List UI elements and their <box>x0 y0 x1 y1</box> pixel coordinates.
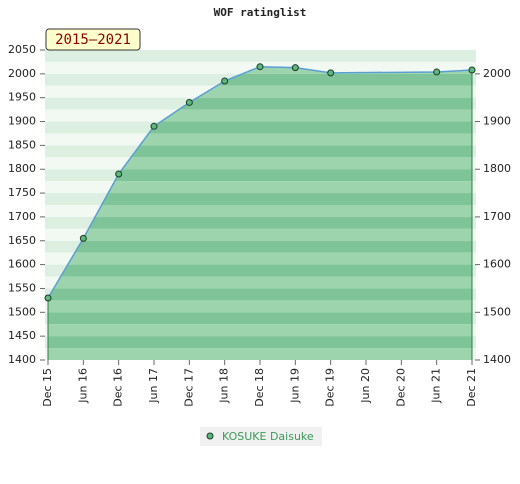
stripe <box>48 157 472 170</box>
stripe <box>48 264 472 277</box>
y2-tick-label: 2000 <box>483 67 511 80</box>
stripe <box>48 348 472 360</box>
y-tick-label: 1400 <box>8 353 36 366</box>
x-tick-label: Dec 15 <box>41 368 54 407</box>
x-tick-label: Dec 16 <box>112 368 125 407</box>
x-tick-label: Dec 20 <box>394 368 407 407</box>
data-point <box>44 294 52 302</box>
y-tick-label: 1850 <box>8 138 36 151</box>
y-tick-label: 2000 <box>8 67 36 80</box>
legend-box <box>200 427 322 446</box>
y-tick-label: 1800 <box>8 162 36 175</box>
stripe <box>48 121 472 134</box>
x-tick-label: Dec 17 <box>182 368 195 407</box>
stripe <box>48 300 472 313</box>
stripe <box>48 145 472 158</box>
area-stripes <box>48 66 472 360</box>
data-point <box>433 68 441 76</box>
y-tick-label: 1700 <box>8 210 36 223</box>
data-point <box>221 77 229 85</box>
y2-tick-label: 1500 <box>483 305 511 318</box>
stripe <box>48 181 472 194</box>
y2-tick-label: 1400 <box>483 353 511 366</box>
data-point <box>291 64 299 72</box>
data-point <box>79 234 87 242</box>
stripe <box>48 109 472 122</box>
stripe <box>48 66 472 74</box>
x-tick-label: Dec 18 <box>253 368 266 407</box>
data-point <box>185 98 193 106</box>
x-tick-label: Dec 21 <box>465 368 478 407</box>
x-tick-label: Jun 21 <box>430 368 443 404</box>
stripe <box>48 85 472 98</box>
stripe <box>48 240 472 253</box>
stripe <box>48 336 472 349</box>
stripe <box>48 324 472 337</box>
legend-label: KOSUKE Daisuke <box>222 430 314 443</box>
stripe <box>48 312 472 325</box>
x-tick-label: Jun 16 <box>76 368 89 404</box>
stripe <box>45 50 476 62</box>
stripe <box>48 288 472 301</box>
chart-title: WOF ratinglist <box>214 6 307 19</box>
x-tick-label: Dec 19 <box>324 368 337 407</box>
y-tick-label: 1500 <box>8 305 36 318</box>
y2-tick-label: 1800 <box>483 162 511 175</box>
y-tick-label: 1650 <box>8 234 36 247</box>
stripe <box>48 133 472 146</box>
plot-background <box>45 50 476 360</box>
stripe <box>48 169 472 182</box>
y-tick-label: 1950 <box>8 91 36 104</box>
y-tick-label: 1750 <box>8 186 36 199</box>
y2-tick-label: 1700 <box>483 210 511 223</box>
annotation: 2015–2021 <box>55 32 131 48</box>
data-point <box>115 170 123 178</box>
stripe <box>48 228 472 241</box>
data-point <box>327 69 335 77</box>
stripe <box>48 252 472 265</box>
y-tick-label: 1450 <box>8 329 36 342</box>
y2-tick-label: 1600 <box>483 258 511 271</box>
stripe <box>48 216 472 229</box>
stripe <box>48 205 472 217</box>
x-tick-label: Jun 17 <box>147 368 160 404</box>
stripe <box>48 276 472 289</box>
y-tick-label: 2050 <box>8 43 36 56</box>
legend-marker <box>206 432 214 440</box>
y-tick-label: 1900 <box>8 115 36 128</box>
data-point <box>468 66 476 74</box>
stripe <box>48 73 472 86</box>
x-tick-label: Jun 19 <box>288 368 301 404</box>
y-tick-label: 1550 <box>8 281 36 294</box>
data-point <box>256 63 264 71</box>
stripe <box>48 193 472 205</box>
stripe <box>48 97 472 110</box>
y-tick-label: 1600 <box>8 258 36 271</box>
x-tick-label: Jun 20 <box>359 368 372 404</box>
annotation-box <box>45 28 141 51</box>
y2-tick-label: 1900 <box>483 115 511 128</box>
x-tick-label: Jun 18 <box>218 368 231 404</box>
data-point <box>150 122 158 130</box>
